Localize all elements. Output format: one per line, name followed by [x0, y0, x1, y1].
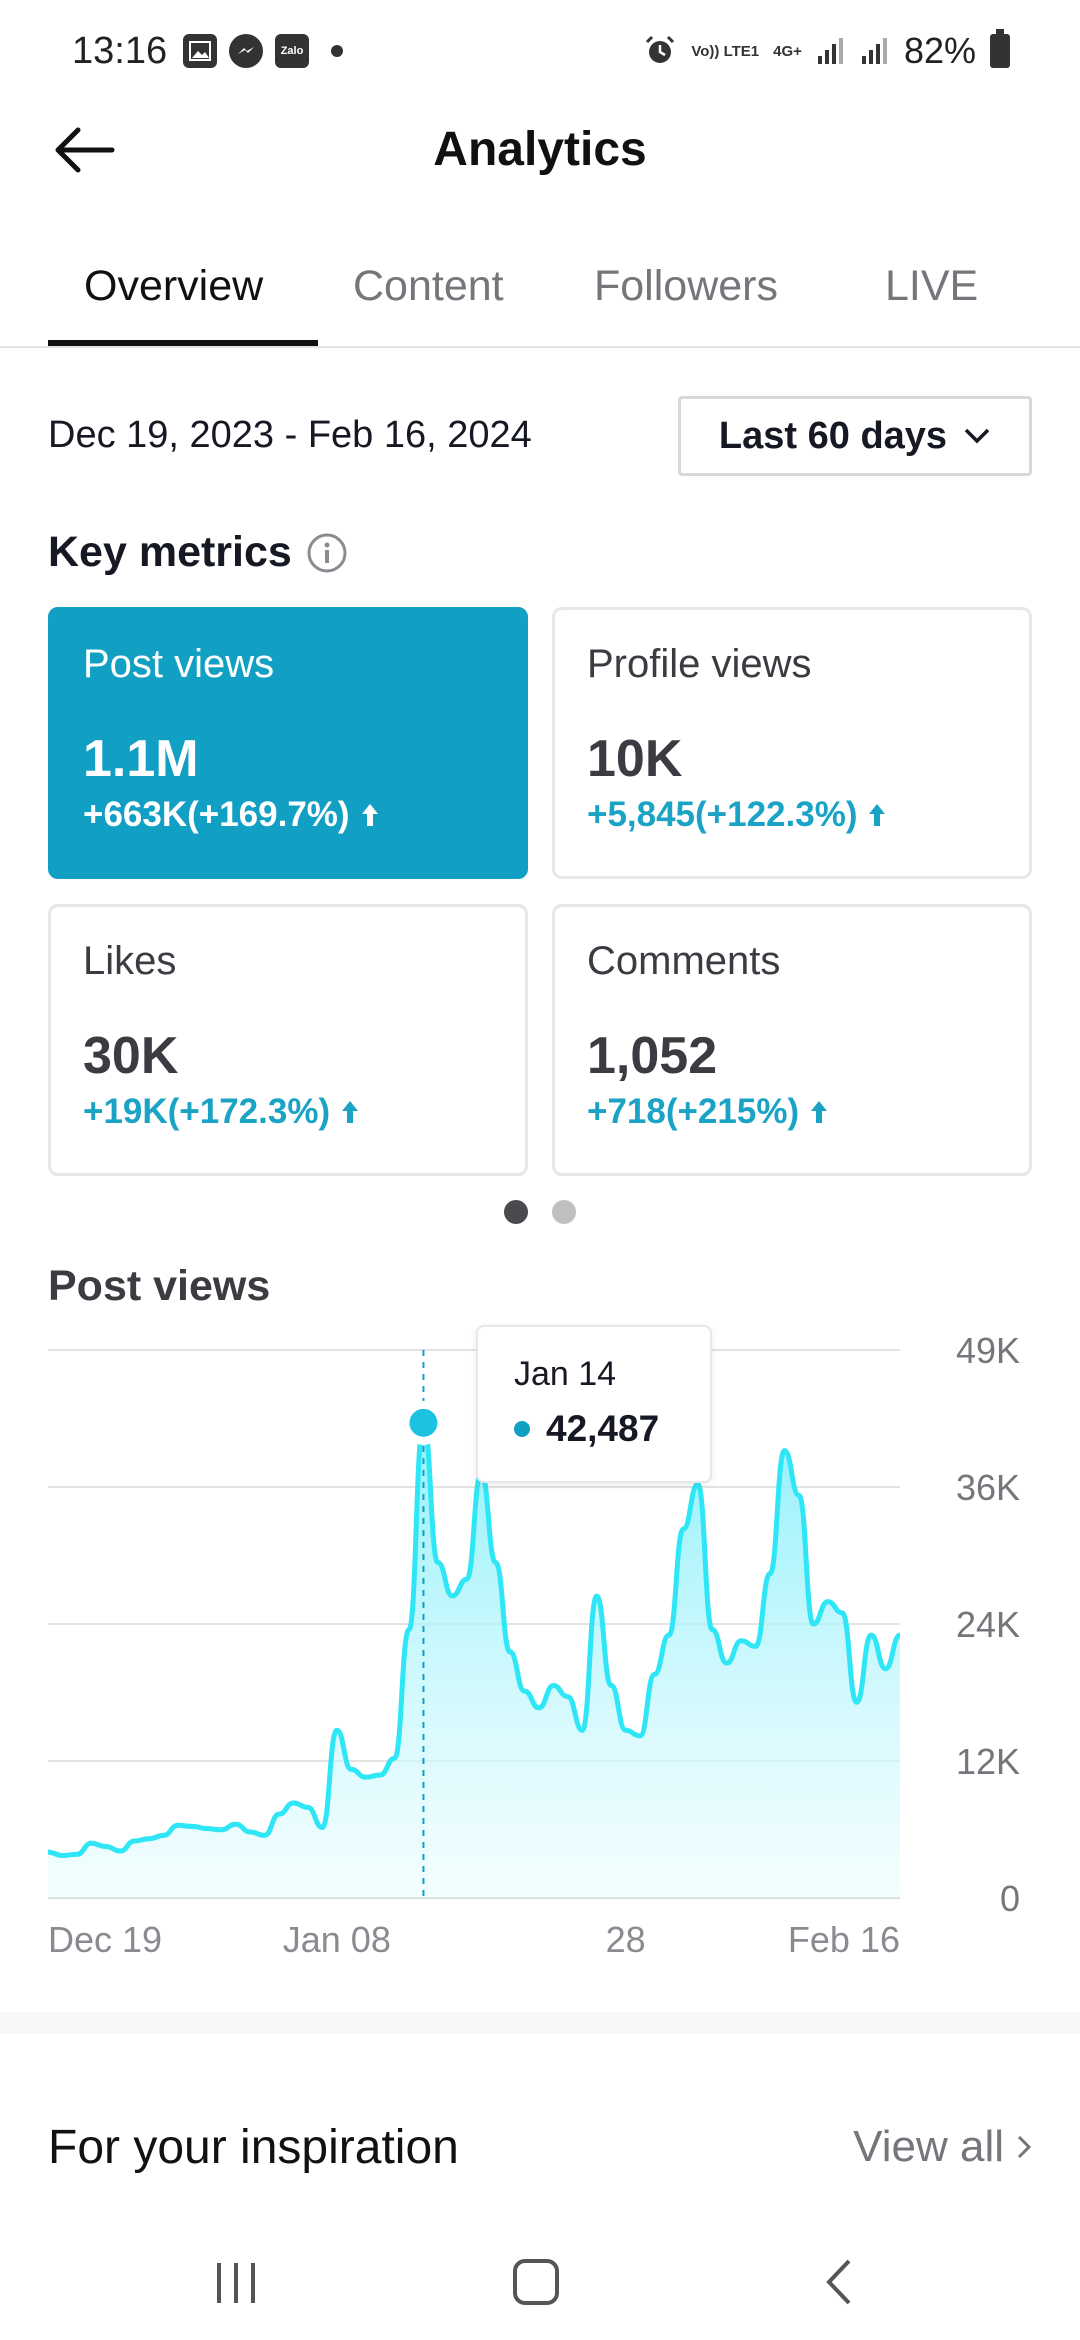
- tab-live[interactable]: LIVE: [885, 262, 979, 310]
- zalo-label: Zalo: [280, 45, 304, 57]
- metric-delta: +5,845(+122.3%): [587, 795, 1029, 835]
- key-metrics-heading: Key metrics: [48, 528, 348, 577]
- metric-card-comments[interactable]: Comments 1,052 +718(+215%): [552, 904, 1032, 1176]
- metric-delta: +718(+215%): [587, 1092, 1029, 1132]
- arrow-up-icon: [869, 804, 886, 826]
- y-tick-label: 36K: [956, 1467, 1020, 1508]
- section-divider: [0, 2012, 1080, 2034]
- page-title: Analytics: [433, 123, 647, 176]
- volte-indicator: Vo)) LTE1: [691, 42, 760, 60]
- period-label: Last 60 days: [718, 414, 948, 457]
- tooltip-series-dot: [514, 1421, 530, 1437]
- network-type: 4G+: [773, 42, 802, 60]
- back-arrow-icon: [55, 127, 115, 173]
- pager-dot-2[interactable]: [552, 1200, 576, 1224]
- chevron-down-icon: [964, 428, 990, 444]
- metrics-pager: [0, 1200, 1080, 1224]
- date-range: Dec 19, 2023 - Feb 16, 2024: [48, 414, 532, 456]
- metric-delta: +663K(+169.7%): [83, 795, 525, 835]
- inspiration-heading: For your inspiration: [48, 2121, 459, 2174]
- metric-label: Post views: [83, 642, 275, 686]
- tooltip-date: Jan 14: [514, 1355, 617, 1393]
- metric-label: Profile views: [587, 642, 812, 686]
- metric-delta-text: +663K(+169.7%): [83, 795, 350, 834]
- metric-card-post-views[interactable]: Post views 1.1M +663K(+169.7%): [48, 607, 528, 879]
- arrow-up-icon: [811, 1101, 828, 1123]
- back-nav-icon: [826, 2259, 851, 2305]
- x-tick-label: Feb 16: [788, 1919, 900, 1960]
- status-time: 13:16: [72, 30, 168, 72]
- signal-icon-2: [861, 38, 887, 64]
- messenger-icon: [229, 34, 263, 68]
- chart-area: [48, 1422, 900, 1898]
- notification-icons: Zalo: [183, 34, 343, 68]
- y-tick-label: 24K: [956, 1604, 1020, 1645]
- post-views-chart[interactable]: 49K 36K 24K 12K 0 Dec 19 Jan 08 28 Feb 16: [0, 1310, 1080, 1970]
- y-tick-label: 0: [1000, 1878, 1020, 1919]
- system-nav-bar: [0, 2220, 1080, 2340]
- chevron-right-icon: [1017, 2135, 1032, 2159]
- highlight-point[interactable]: [409, 1408, 438, 1437]
- signal-icon-1: [817, 38, 843, 64]
- view-all-label: View all: [853, 2122, 1004, 2171]
- tab-bar: Overview Content Followers LIVE: [0, 240, 1080, 348]
- y-tick-label: 12K: [956, 1741, 1020, 1782]
- arrow-up-icon: [342, 1101, 359, 1123]
- x-tick-label: Jan 08: [283, 1919, 391, 1960]
- period-dropdown[interactable]: Last 60 days: [678, 396, 1032, 476]
- metric-delta-text: +19K(+172.3%): [83, 1092, 331, 1131]
- tab-content[interactable]: Content: [353, 262, 504, 310]
- x-tick-label: Dec 19: [48, 1919, 162, 1960]
- arrow-up-icon: [361, 804, 378, 826]
- metric-label: Comments: [587, 939, 781, 983]
- more-notifications-dot: [331, 45, 343, 57]
- tooltip-value: 42,487: [546, 1408, 660, 1449]
- chart-title: Post views: [48, 1262, 271, 1310]
- gallery-icon: [183, 34, 217, 68]
- app-header: Analytics: [0, 100, 1080, 200]
- metric-delta-text: +5,845(+122.3%): [587, 795, 858, 834]
- tab-overview[interactable]: Overview: [84, 262, 264, 310]
- y-tick-label: 49K: [956, 1330, 1020, 1371]
- metric-value: 10K: [587, 730, 683, 788]
- pager-dot-1[interactable]: [504, 1200, 528, 1224]
- x-tick-label: 28: [606, 1919, 646, 1960]
- info-icon[interactable]: [306, 532, 348, 574]
- status-bar: 13:16 Zalo Vo)) LTE1 4G+ 82%: [0, 0, 1080, 100]
- recent-apps-button[interactable]: [196, 2242, 276, 2322]
- metric-value: 1,052: [587, 1027, 718, 1085]
- view-all-link[interactable]: View all: [853, 2122, 1032, 2172]
- metric-card-likes[interactable]: Likes 30K +19K(+172.3%): [48, 904, 528, 1176]
- back-nav-button[interactable]: [800, 2242, 880, 2322]
- metric-delta: +19K(+172.3%): [83, 1092, 525, 1132]
- recent-apps-icon: [217, 2263, 255, 2303]
- system-icons: Vo)) LTE1 4G+ 82%: [643, 29, 1010, 72]
- key-metrics-title: Key metrics: [48, 528, 292, 576]
- metric-card-profile-views[interactable]: Profile views 10K +5,845(+122.3%): [552, 607, 1032, 879]
- metric-value: 30K: [83, 1027, 179, 1085]
- chart-tooltip: Jan 14 42,487: [476, 1325, 712, 1483]
- metric-value: 1.1M: [83, 730, 199, 788]
- active-tab-indicator: [48, 340, 318, 346]
- battery-percent: 82%: [903, 30, 976, 71]
- tab-followers[interactable]: Followers: [594, 262, 778, 310]
- battery-icon: [990, 29, 1010, 68]
- home-icon: [513, 2259, 559, 2305]
- metric-label: Likes: [83, 939, 177, 983]
- back-button[interactable]: [48, 122, 120, 178]
- zalo-icon: Zalo: [275, 34, 309, 68]
- tooltip-value-row: 42,487: [514, 1408, 710, 1450]
- metric-delta-text: +718(+215%): [587, 1092, 800, 1131]
- home-button[interactable]: [496, 2242, 576, 2322]
- alarm-icon: [646, 35, 675, 63]
